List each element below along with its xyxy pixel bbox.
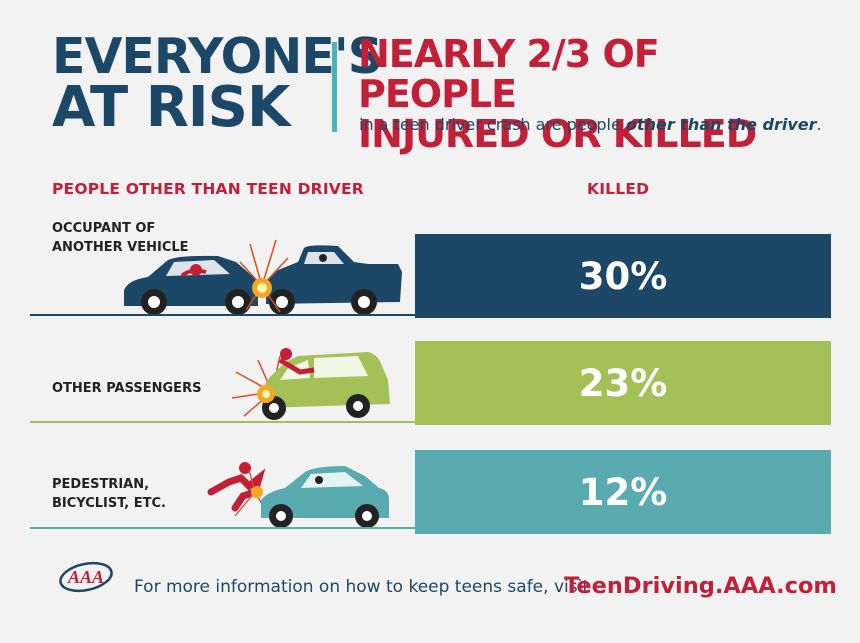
headline-right-line1: NEARLY 2/3 OF PEOPLE	[358, 32, 660, 116]
subline-suffix: .	[816, 115, 822, 134]
car-crash-icon	[124, 239, 402, 315]
headline-everyones-at-risk: EVERYONE'S AT RISK	[52, 28, 383, 140]
column-header-people: PEOPLE OTHER THAN TEEN DRIVER	[52, 180, 364, 198]
row-label-line1: OCCUPANT OF	[52, 221, 156, 236]
ground-line-row2	[30, 421, 416, 423]
ground-line-row1	[30, 314, 416, 316]
subheadline: in a teen driver crash are people other …	[359, 115, 822, 134]
killed-value-passengers: 23%	[578, 361, 668, 405]
pedestrian-crash-icon	[207, 462, 389, 528]
headline-left-line2: AT RISK	[52, 75, 290, 140]
row-label-line2: BICYCLIST, ETC.	[52, 496, 166, 511]
aaa-logo-icon: AAA	[59, 561, 113, 593]
headline-right-line2: INJURED OR KILLED	[358, 112, 757, 156]
row-label-occupant: OCCUPANT OF ANOTHER VEHICLE	[52, 219, 189, 257]
headline-divider	[332, 42, 337, 132]
headline-nearly-two-thirds: NEARLY 2/3 OF PEOPLE INJURED OR KILLED	[358, 34, 828, 154]
killed-bar-passengers: 23%	[415, 341, 831, 425]
footer-link-teendriving[interactable]: TeenDriving.AAA.com	[564, 573, 837, 599]
subline-emphasis: other than the driver	[625, 115, 817, 134]
killed-bar-occupant: 30%	[415, 234, 831, 318]
row-label-passengers: OTHER PASSENGERS	[52, 379, 201, 398]
killed-value-occupant: 30%	[578, 254, 668, 298]
ground-line-row3	[30, 527, 416, 529]
subline-prefix: in a teen driver crash are people	[359, 115, 626, 134]
headline-left-line1: EVERYONE'S	[52, 28, 383, 85]
row-label-line2: ANOTHER VEHICLE	[52, 240, 189, 255]
passenger-crash-icon	[231, 348, 390, 420]
killed-value-pedestrian: 12%	[578, 470, 668, 514]
svg-text:AAA: AAA	[67, 567, 104, 587]
row-label-line1: OTHER PASSENGERS	[52, 381, 202, 396]
column-header-killed: KILLED	[587, 180, 650, 198]
footer-text: For more information on how to keep teen…	[134, 577, 589, 597]
row-label-pedestrian: PEDESTRIAN, BICYCLIST, ETC.	[52, 475, 166, 513]
killed-bar-pedestrian: 12%	[415, 450, 831, 534]
row-label-line1: PEDESTRIAN,	[52, 477, 150, 492]
